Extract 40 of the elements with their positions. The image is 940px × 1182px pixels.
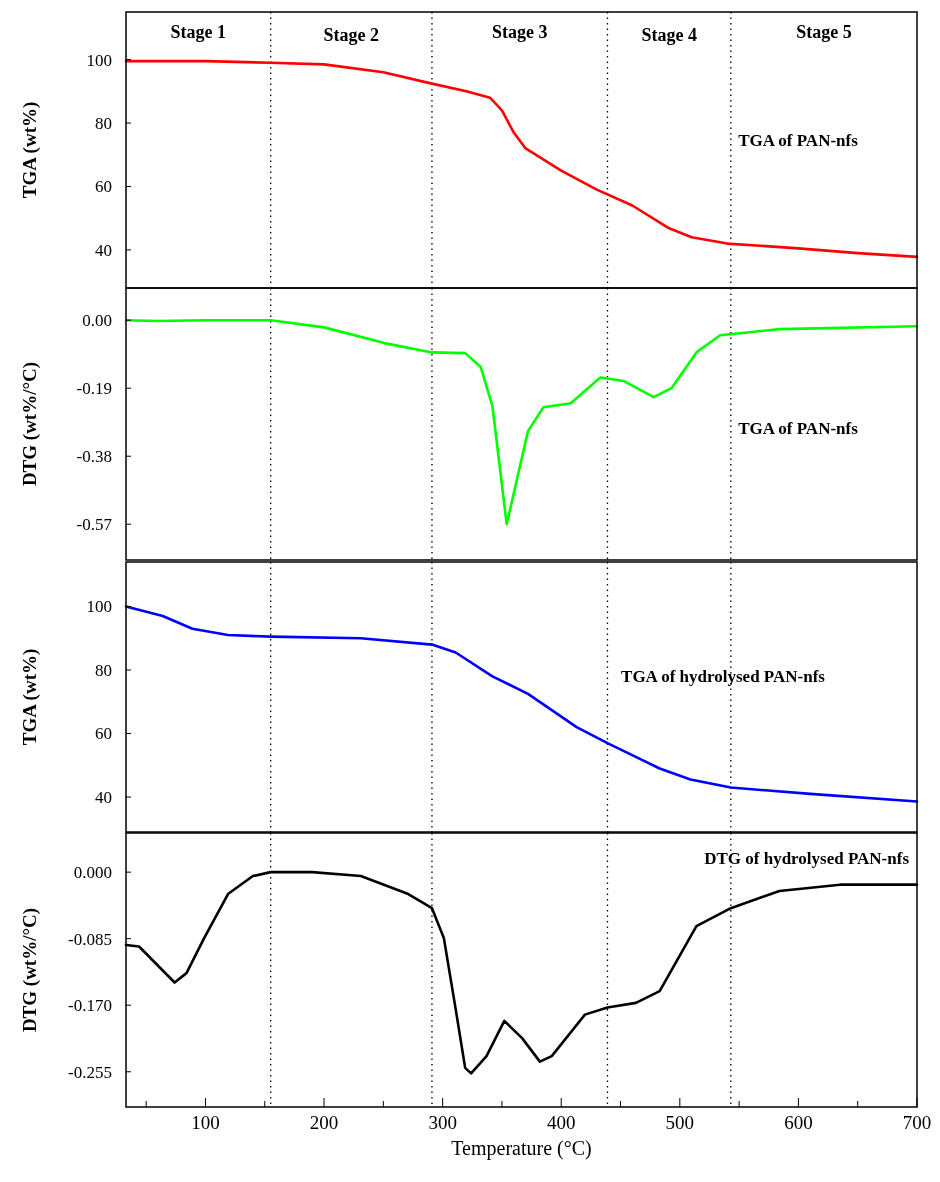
annotation: TGA of PAN-nfs [738, 130, 859, 150]
y-tick-label: -0.19 [76, 379, 112, 399]
y-tick-label: 80 [95, 660, 112, 680]
y-axis-title: DTG (wt%/°C) [19, 361, 41, 487]
y-tick-label: -0.57 [76, 515, 113, 535]
x-tick-label: 600 [784, 1112, 813, 1133]
y-axis-title: TGA (wt%) [19, 648, 41, 746]
line-series [124, 605, 919, 803]
y-tick-label: -0.170 [68, 996, 112, 1016]
y-tick-label: 40 [95, 240, 112, 260]
x-tick-label: 700 [902, 1112, 932, 1133]
x-tick-label: 500 [665, 1112, 695, 1133]
y-tick-label: -0.085 [68, 929, 112, 949]
x-axis-title: Temperature (°C) [451, 1137, 592, 1160]
x-tick-label: 400 [546, 1112, 576, 1133]
y-axis-title: TGA (wt%) [19, 101, 41, 199]
y-tick-label: 40 [95, 788, 112, 808]
y-tick-label: 100 [86, 597, 112, 617]
annotation: TGA of PAN-nfs [738, 418, 859, 438]
annotation: Stage 5 [796, 22, 852, 43]
y-tick-label: -0.38 [76, 447, 112, 467]
y-axis-title: DTG (wt%/°C) [19, 907, 41, 1033]
x-tick-label: 100 [191, 1112, 220, 1133]
line-series [124, 318, 919, 526]
y-tick-label: 0.000 [73, 863, 112, 883]
line-series [124, 59, 919, 259]
y-tick-label: 0.00 [82, 311, 112, 331]
annotation: Stage 4 [641, 25, 697, 46]
y-tick-label: 100 [86, 50, 112, 70]
annotation: DTG of hydrolysed PAN-nfs [704, 848, 910, 868]
annotation: TGA of hydrolysed PAN-nfs [621, 666, 826, 686]
y-tick-label: 60 [95, 177, 112, 197]
annotation: Stage 3 [491, 22, 548, 43]
y-tick-label: -0.255 [68, 1062, 112, 1082]
x-tick-label: 300 [428, 1112, 457, 1133]
y-tick-label: 60 [95, 724, 112, 744]
annotation: Stage 1 [170, 22, 227, 43]
y-tick-label: 80 [95, 113, 112, 133]
annotation: Stage 2 [323, 25, 380, 46]
x-tick-label: 200 [309, 1112, 339, 1133]
